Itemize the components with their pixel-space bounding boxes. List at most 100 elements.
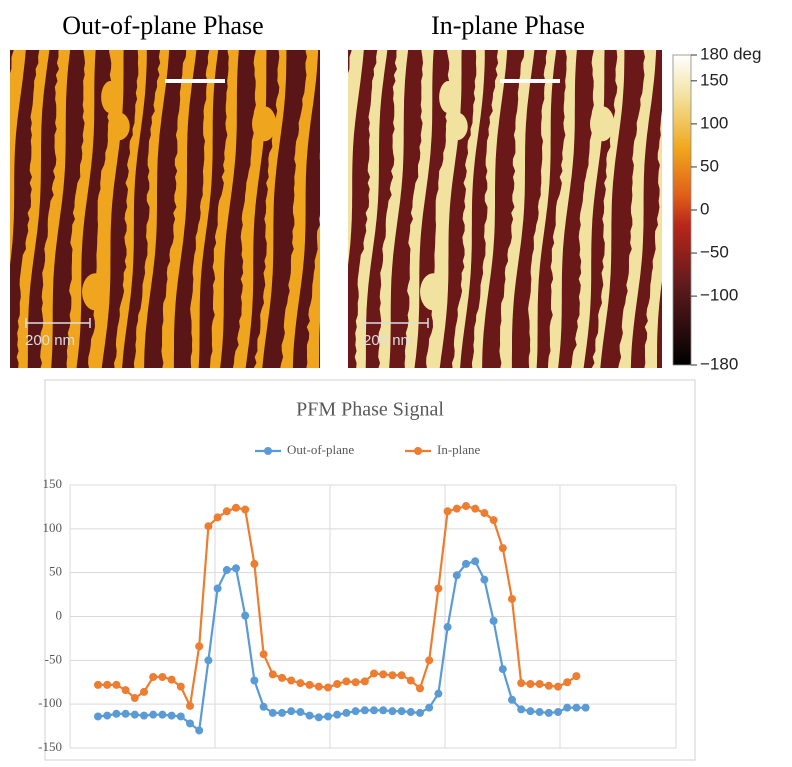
afm-image [348,50,662,368]
data-point [259,702,268,711]
image-title: In-plane Phase [431,11,585,40]
data-point [563,678,572,687]
domain-stripe [378,50,409,368]
data-point [406,708,415,717]
data-point [130,694,139,703]
colorbar-tick-label: 50 [700,156,719,175]
data-point [149,710,158,719]
data-point [213,584,222,593]
data-point [351,707,360,716]
data-point [324,712,332,721]
domain-stripe [133,50,170,368]
data-point [278,673,286,682]
data-point [379,706,388,715]
colorbar-tick-label: −180 [700,354,738,373]
data-point [416,684,424,693]
legend-label: In-plane [437,442,481,457]
data-point [535,708,544,717]
data-point [544,681,553,690]
colorbar-tick-label: 0 [700,199,709,218]
data-point [443,623,452,632]
data-point [544,708,553,717]
data-point [241,611,250,620]
colorbar-tick-label: 180 deg [700,44,761,63]
data-point [167,711,176,720]
y-tick-label: 50 [49,564,62,579]
data-point [370,706,378,715]
y-tick-label: -50 [45,651,62,666]
data-point [121,709,130,718]
domain-blob [101,81,120,114]
colorbar-tick-label: 100 [700,113,728,132]
data-point [342,677,351,686]
legend-item: In-plane [405,442,481,457]
domain-blob [252,106,277,142]
scale-bar [25,318,429,328]
data-point [112,680,121,689]
data-point [480,575,489,584]
image-title: Out-of-plane Phase [62,11,263,40]
data-point [388,671,397,680]
data-point [471,504,480,513]
data-point [406,676,415,685]
data-point [167,675,176,684]
domain-stripe [306,152,320,368]
domain-stripe [66,50,96,368]
data-point [425,703,434,712]
domain-stripe [209,50,239,368]
domain-blob [107,112,130,141]
data-point [535,680,544,689]
domain-stripe [618,50,657,368]
scale-label: 200 nm [363,332,413,349]
data-point [158,672,167,681]
data-point [195,642,204,651]
data-point [360,677,369,686]
colorbar-tick-label: 150 [700,70,728,89]
data-point [434,689,443,698]
domain-blob [82,273,109,311]
data-point [526,707,535,716]
y-tick-label: -150 [38,739,62,754]
data-point [287,707,296,716]
scale-label: 200 nm [25,332,75,349]
data-point [314,713,323,722]
data-point [121,686,130,695]
data-point [370,669,378,678]
domain-blob [445,112,468,141]
domain-stripe [499,50,535,368]
data-point [498,665,507,674]
data-point [250,559,259,568]
data-point [305,680,314,689]
data-point [489,516,498,525]
data-point [268,708,277,717]
data-point [452,504,461,513]
data-point [480,509,489,518]
chart-frame [44,379,696,761]
data-point [278,708,286,717]
data-point [268,670,277,679]
data-point [434,584,443,593]
afm-image [10,50,320,368]
data-point [195,726,204,735]
data-point [287,676,296,685]
legend-item: Out-of-plane [255,442,354,457]
data-point [296,679,305,688]
domain-stripe [253,50,287,368]
domain-stripe [40,50,71,368]
domain-blob [439,81,458,114]
data-point [112,709,121,718]
data-point [186,719,194,728]
domain-stripe [471,50,508,368]
domain-stripe [354,50,388,368]
data-point [204,656,213,665]
data-point [581,703,590,712]
data-point [259,650,268,659]
data-point [241,505,250,514]
data-point [149,672,158,681]
data-point [462,502,470,511]
data-point [443,507,452,516]
data-point [508,594,516,603]
colorbar [672,54,692,366]
domain-stripe [10,50,26,266]
